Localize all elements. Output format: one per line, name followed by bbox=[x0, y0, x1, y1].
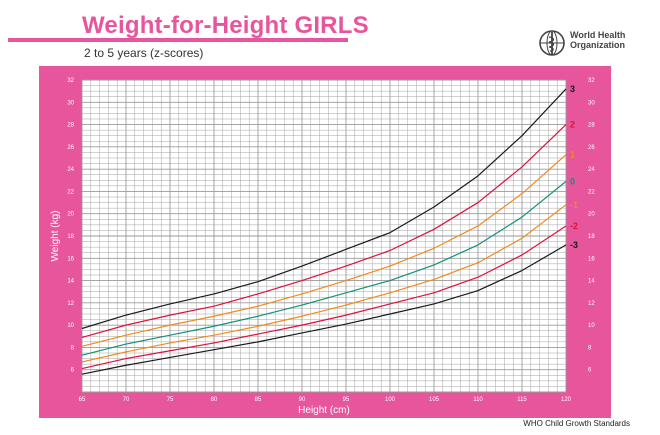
who-name: World Health Organization bbox=[570, 30, 625, 50]
y-tick-label-left: 10 bbox=[67, 323, 74, 329]
series-line-z-1 bbox=[81, 204, 567, 363]
y-tick-label-left: 14 bbox=[67, 279, 74, 285]
who-emblem-icon bbox=[539, 30, 565, 56]
footer-credit: WHO Child Growth Standards bbox=[523, 419, 630, 428]
y-tick-label-right: 12 bbox=[588, 301, 595, 307]
series-label: 1 bbox=[570, 150, 575, 160]
grid bbox=[81, 79, 567, 393]
y-tick-label-left: 16 bbox=[67, 256, 74, 262]
y-tick-label-right: 30 bbox=[588, 100, 595, 106]
who-name-line1: World Health bbox=[570, 30, 626, 40]
x-tick-label: 75 bbox=[167, 397, 174, 403]
y-tick-label-right: 26 bbox=[588, 145, 595, 151]
series-line-z-2 bbox=[81, 225, 567, 370]
series-labels: 3 2 1 0 -1 -2 -3 bbox=[570, 84, 578, 250]
series-label: -1 bbox=[570, 200, 578, 210]
x-tick-label: 120 bbox=[561, 397, 572, 403]
series-label: -2 bbox=[570, 221, 578, 231]
y-tick-label-left: 20 bbox=[67, 212, 74, 218]
y-tick-label-right: 16 bbox=[588, 256, 595, 262]
series-layer bbox=[81, 88, 567, 375]
y-tick-label-left: 12 bbox=[67, 301, 74, 307]
x-tick-label: 110 bbox=[473, 397, 483, 403]
y-tick-label-right: 18 bbox=[588, 234, 595, 240]
x-tick-label: 105 bbox=[429, 397, 440, 403]
y-tick-label-left: 6 bbox=[71, 368, 75, 374]
title-underline bbox=[8, 38, 348, 42]
series-label: -3 bbox=[570, 240, 578, 250]
series-line-z0 bbox=[81, 180, 567, 356]
y-tick-label-right: 24 bbox=[588, 167, 595, 173]
x-tick-label: 65 bbox=[79, 397, 86, 403]
y-tick-label-left: 30 bbox=[67, 100, 74, 106]
y-tick-label-left: 28 bbox=[67, 123, 74, 129]
x-tick-label: 70 bbox=[123, 397, 130, 403]
y-tick-label-right: 32 bbox=[588, 78, 595, 84]
y-tick-label-left: 18 bbox=[67, 234, 74, 240]
y-tick-label-right: 8 bbox=[588, 345, 592, 351]
who-name-line2: Organization bbox=[570, 40, 626, 50]
y-tick-label-left: 26 bbox=[67, 145, 74, 151]
y-tick-label-right: 20 bbox=[588, 212, 595, 218]
y-tick-label-right: 28 bbox=[588, 123, 595, 129]
series-line-z2 bbox=[81, 124, 567, 338]
y-tick-label-left: 22 bbox=[67, 189, 74, 195]
y-tick-label-right: 10 bbox=[588, 323, 595, 329]
y-tick-label-left: 32 bbox=[67, 78, 74, 84]
y-tick-label-right: 6 bbox=[588, 368, 592, 374]
y-tick-label-left: 24 bbox=[67, 167, 74, 173]
y-tick-label-right: 14 bbox=[588, 279, 595, 285]
y-axis-label: Weight (kg) bbox=[50, 211, 61, 262]
x-tick-label: 80 bbox=[211, 397, 218, 403]
series-line-z1 bbox=[81, 154, 567, 347]
series-label: 3 bbox=[570, 84, 575, 94]
x-axis-label: Height (cm) bbox=[298, 405, 350, 416]
y-tick-label-right: 22 bbox=[588, 189, 595, 195]
series-line-z-3 bbox=[81, 244, 567, 375]
page-title: Weight-for-Height GIRLS bbox=[82, 12, 369, 39]
x-tick-label: 90 bbox=[299, 397, 306, 403]
series-label: 0 bbox=[570, 176, 575, 186]
y-tick-label-left: 8 bbox=[71, 345, 75, 351]
series-label: 2 bbox=[570, 120, 575, 130]
x-tick-label: 100 bbox=[385, 397, 396, 403]
x-tick-label: 85 bbox=[255, 397, 262, 403]
series-line-z3 bbox=[81, 88, 567, 330]
page-subtitle: 2 to 5 years (z-scores) bbox=[84, 46, 204, 60]
x-tick-label: 95 bbox=[343, 397, 350, 403]
x-tick-label: 115 bbox=[517, 397, 527, 403]
